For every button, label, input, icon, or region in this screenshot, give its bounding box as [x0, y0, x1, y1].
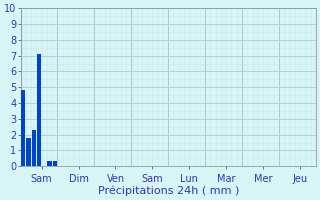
Bar	[26, 138, 31, 166]
Bar	[47, 161, 52, 166]
Bar	[32, 130, 36, 166]
X-axis label: Précipitations 24h ( mm ): Précipitations 24h ( mm )	[98, 185, 239, 196]
Bar	[52, 161, 57, 166]
Bar	[21, 90, 26, 166]
Bar	[37, 54, 41, 166]
